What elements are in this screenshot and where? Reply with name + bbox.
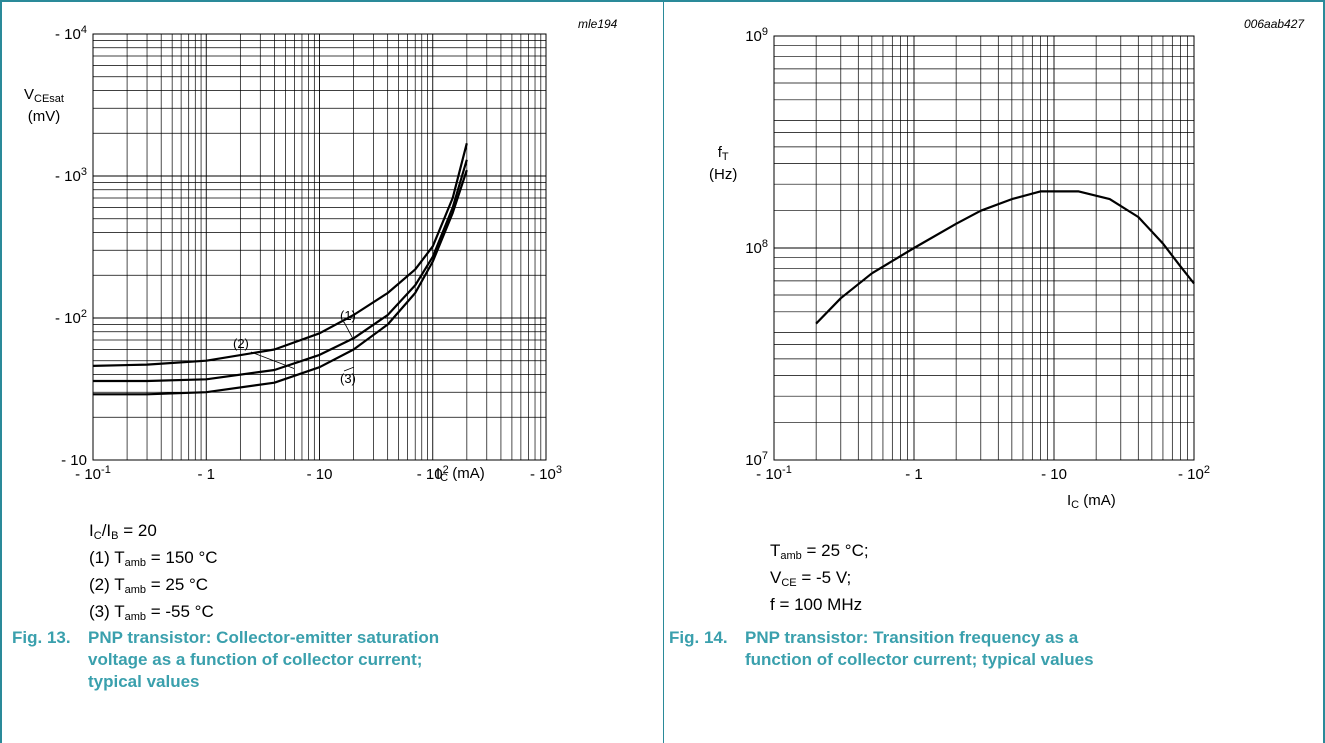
figure-13-panel: - 10-1 - 1 - 10 - 102 - 103 - 10 - 102 - 103 - 1…	[12, 17, 652, 739]
figure-14-ylabel: fT (Hz)	[709, 144, 738, 183]
note-series-1: (1) Tamb = 150 °C	[89, 548, 218, 569]
figure-14-number: Fig. 14.	[669, 628, 728, 647]
note-freq: f = 100 MHz	[770, 595, 863, 614]
y-tick-label: 107	[745, 450, 768, 469]
figure-13-notes: IC/IB = 20 (1) Tamb = 150 °C (2) Tamb = …	[89, 520, 218, 628]
x-tick-label: - 10	[307, 466, 333, 483]
figure-14-notes: Tamb = 25 °C; VCE = -5 V; f = 100 MHz	[770, 540, 869, 616]
chart-13: - 10-1 - 1 - 10 - 102 - 103 - 10 - 102 - 103 - 1…	[55, 24, 562, 483]
figure-13-caption-text: PNP transistor: Collector-emitter satura…	[88, 628, 440, 691]
series-leader-3	[343, 366, 354, 372]
series-line-3	[93, 169, 468, 396]
series-line-1	[92, 143, 468, 367]
series-label-3: (3)	[340, 371, 356, 386]
x-tick-label: - 102	[1178, 464, 1210, 483]
figure-14-panel: - 10-1 - 1 - 10 - 102 107 108 109 006aab427 fT…	[664, 0, 1325, 743]
frame-left-border	[0, 0, 2, 743]
figure-14-caption: Fig. 14. PNP transistor: Transition freq…	[669, 627, 1309, 687]
figure-13-number: Fig. 13.	[12, 628, 71, 647]
figure-14-ref: 006aab427	[1244, 17, 1305, 31]
figure-13-ref: mle194	[578, 17, 618, 31]
series-label-2: (2)	[233, 336, 249, 351]
frame-right-border	[1323, 0, 1325, 743]
y-tick-label: 108	[745, 238, 768, 257]
note-series-2: (2) Tamb = 25 °C	[89, 575, 209, 596]
figure-13-caption: Fig. 13. PNP transistor: Collector-emitt…	[12, 627, 652, 739]
y-tick-label: - 102	[55, 308, 87, 327]
frame-top-border	[0, 0, 1325, 2]
y-tick-label: - 10	[61, 452, 87, 469]
y-tick-label: - 104	[55, 24, 87, 43]
y-tick-label: - 103	[55, 166, 87, 185]
chart-14: - 10-1 - 1 - 10 - 102 107 108 109	[745, 26, 1210, 483]
y-tick-label: 109	[745, 26, 768, 45]
grid	[92, 34, 546, 461]
plot-frame	[92, 33, 547, 461]
series-line-2	[93, 159, 468, 383]
series-leader-2	[250, 351, 295, 370]
series-label-1: (1)	[340, 308, 356, 323]
x-tick-label: - 103	[530, 464, 562, 483]
note-vce: VCE = -5 V;	[770, 568, 852, 589]
plot-frame	[773, 35, 1195, 461]
note-ic-ib: IC/IB = 20	[89, 521, 157, 542]
grid	[773, 36, 1194, 461]
figure-13-ylabel: VCEsat (mV)	[24, 86, 64, 125]
x-tick-label: - 10-1	[75, 464, 111, 483]
x-tick-label: - 10-1	[756, 464, 792, 483]
figure-14-xlabel: IC (mA)	[1067, 492, 1116, 511]
x-tick-label: - 1	[905, 466, 923, 483]
series-line-1	[815, 190, 1195, 325]
x-tick-label: - 1	[197, 466, 215, 483]
frame-divider	[663, 0, 664, 743]
note-series-3: (3) Tamb = -55 °C	[89, 602, 214, 623]
figure-14-caption-text: PNP transistor: Transition frequency as …	[745, 628, 1094, 669]
x-tick-label: - 102	[417, 464, 449, 483]
series-leader-1	[343, 321, 354, 341]
note-tamb: Tamb = 25 °C;	[770, 541, 869, 562]
x-tick-label: - 10	[1041, 466, 1067, 483]
figure-13-xlabel: IC (mA)	[436, 465, 485, 484]
